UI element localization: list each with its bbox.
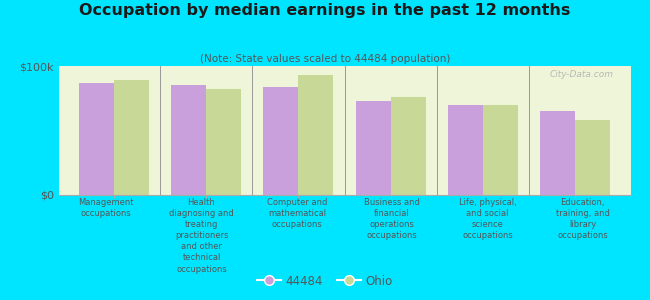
Text: Education,
training, and
library
occupations: Education, training, and library occupat…	[556, 198, 610, 240]
Bar	[79, 83, 114, 195]
Bar	[356, 101, 391, 195]
Bar	[114, 80, 149, 195]
Text: Health
diagnosing and
treating
practitioners
and other
technical
occupations: Health diagnosing and treating practitio…	[169, 198, 234, 274]
Bar	[575, 120, 610, 195]
Text: Management
occupations: Management occupations	[79, 198, 134, 218]
Bar	[171, 85, 206, 195]
Text: City-Data.com: City-Data.com	[549, 70, 614, 79]
Text: Life, physical,
and social
science
occupations: Life, physical, and social science occup…	[459, 198, 516, 240]
Bar	[263, 87, 298, 195]
Bar	[540, 111, 575, 195]
Bar	[206, 89, 241, 195]
Bar	[298, 75, 333, 195]
Text: Business and
financial
operations
occupations: Business and financial operations occupa…	[364, 198, 420, 240]
Bar	[448, 105, 483, 195]
Legend: 44484, Ohio: 44484, Ohio	[254, 271, 396, 291]
Text: (Note: State values scaled to 44484 population): (Note: State values scaled to 44484 popu…	[200, 54, 450, 64]
Bar	[391, 97, 426, 195]
Text: Computer and
mathematical
occupations: Computer and mathematical occupations	[266, 198, 327, 229]
Text: Occupation by median earnings in the past 12 months: Occupation by median earnings in the pas…	[79, 3, 571, 18]
Bar	[483, 105, 518, 195]
